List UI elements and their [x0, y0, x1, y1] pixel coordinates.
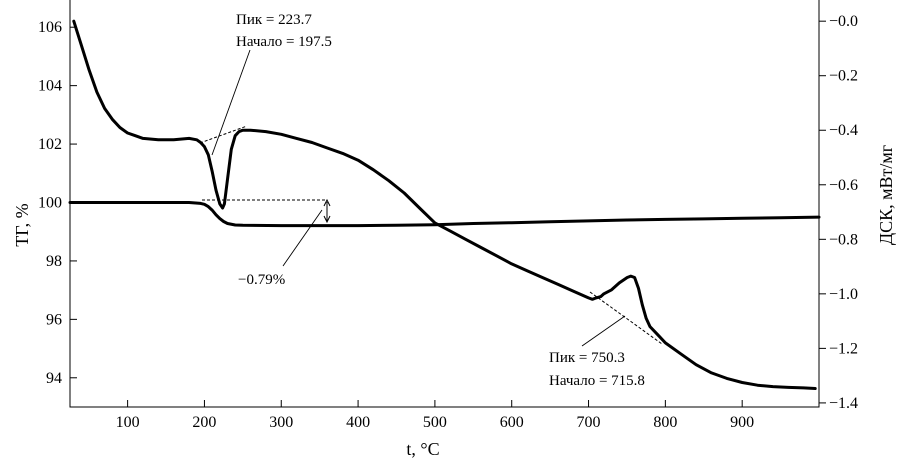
- right-y-tick-label: −0.2: [829, 68, 858, 85]
- x-tick-label: 500: [423, 414, 447, 431]
- left-y-tick-label: 96: [46, 311, 62, 328]
- tg-step-arrowhead-top: [323, 198, 331, 207]
- leader-peak2: [581, 315, 626, 347]
- x-tick-label: 300: [269, 414, 293, 431]
- x-tick-label: 900: [730, 414, 754, 431]
- leader-step: [282, 209, 323, 267]
- right-y-tick-label: −0.4: [829, 122, 858, 139]
- right-y-tick-label: −1.4: [829, 395, 858, 412]
- right-y-tick-label: −1.0: [829, 286, 858, 303]
- left-y-axis-title: ТГ, %: [12, 203, 32, 246]
- dsc-peak1-baseline: [199, 125, 248, 144]
- tg-step-arrowhead-bottom: [323, 215, 331, 224]
- annotation-peak2-onset: Начало = 715.8: [549, 373, 645, 389]
- right-y-axis-ticks: −0.0 −0.2 −0.4 −0.6 −0.8 −1.0 −1.2 −1.4: [819, 13, 858, 412]
- x-axis-title: t, °C: [406, 439, 439, 459]
- right-y-tick-label: −0.0: [829, 13, 858, 30]
- left-y-tick-label: 106: [38, 19, 62, 36]
- right-y-axis-title: ДСК, мВт/мг: [876, 145, 896, 245]
- x-tick-label: 100: [116, 414, 140, 431]
- x-tick-label: 600: [500, 414, 524, 431]
- x-axis-ticks: 100 200 300 400 500 600 700 800 900: [116, 400, 754, 431]
- leader-peak1: [211, 49, 251, 156]
- annotation-peak1-onset: Начало = 197.5: [236, 34, 332, 50]
- left-y-tick-label: 104: [38, 78, 62, 95]
- tg-curve: [68, 201, 821, 228]
- annotation-peak2-peak: Пик = 750.3: [549, 350, 625, 366]
- annotation-mass-loss: −0.79%: [238, 272, 285, 288]
- right-y-tick-label: −0.8: [829, 231, 858, 248]
- right-y-tick-label: −1.2: [829, 340, 858, 357]
- left-y-tick-label: 94: [46, 370, 62, 387]
- dsc-peak2-baseline: [589, 291, 663, 345]
- x-tick-label: 200: [192, 414, 216, 431]
- annotation-peak1-peak: Пик = 223.7: [236, 12, 312, 28]
- annotation-guides: [199, 49, 663, 347]
- left-y-tick-label: 98: [46, 253, 62, 270]
- right-y-tick-label: −0.6: [829, 177, 858, 194]
- x-tick-label: 700: [577, 414, 601, 431]
- x-tick-label: 800: [653, 414, 677, 431]
- x-tick-label: 400: [346, 414, 370, 431]
- left-y-tick-label: 100: [38, 195, 62, 212]
- left-y-tick-label: 102: [38, 136, 62, 153]
- dsc-curve: [72, 19, 817, 390]
- left-y-axis-ticks: 94 96 98 100 102 104 106: [38, 19, 77, 387]
